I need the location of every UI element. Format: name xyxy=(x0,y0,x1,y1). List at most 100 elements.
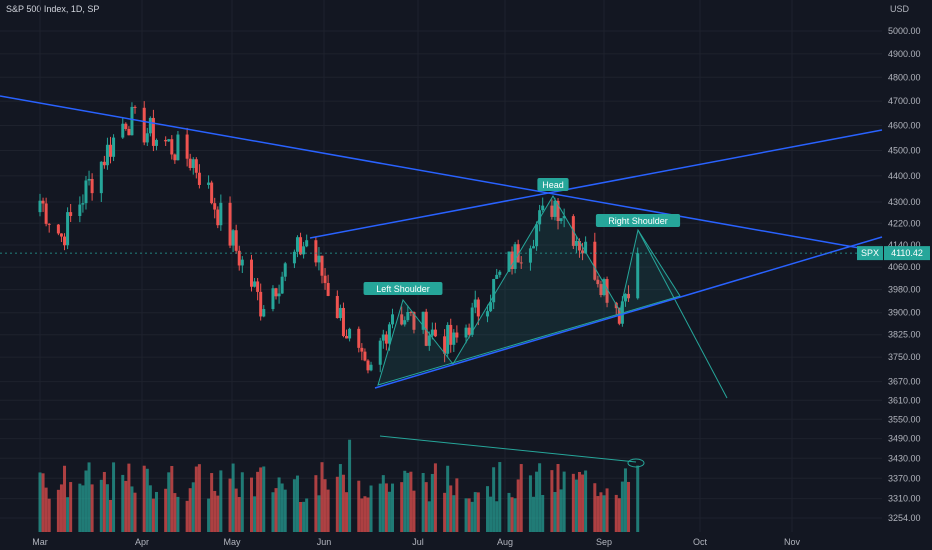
volume-bar xyxy=(87,462,91,532)
annotation-badge xyxy=(537,178,569,191)
candle-body xyxy=(623,293,627,302)
projection-line xyxy=(637,229,728,399)
volume-bar xyxy=(464,498,468,532)
candle-body xyxy=(473,299,477,308)
volume-bar xyxy=(449,485,453,532)
annotation-badge xyxy=(363,282,443,295)
volume-bar xyxy=(41,473,45,532)
volume-bar xyxy=(78,483,82,532)
volume-bar xyxy=(421,473,425,532)
volume-bar xyxy=(620,481,624,532)
candle-body xyxy=(38,200,42,213)
time-tick-label: Sep xyxy=(596,537,612,547)
currency-label: USD xyxy=(890,4,910,14)
time-tick-label: Jul xyxy=(412,537,424,547)
candle-body xyxy=(577,240,581,251)
price-badge xyxy=(884,246,930,261)
candle-body xyxy=(277,293,281,297)
volume-bar xyxy=(191,482,195,532)
candle-body xyxy=(550,205,554,217)
candle-body xyxy=(507,251,511,272)
candle-body xyxy=(176,134,180,161)
volume-bar xyxy=(384,483,388,532)
volume-bar xyxy=(577,471,581,532)
volume-bar xyxy=(188,488,192,532)
price-tick-label: 3430.00 xyxy=(888,453,921,463)
candle-body xyxy=(127,128,131,136)
candle-body xyxy=(492,278,496,303)
volume-bar xyxy=(274,488,278,532)
candle-body xyxy=(596,279,600,285)
volume-bar xyxy=(553,492,557,532)
volume-bar xyxy=(105,484,109,532)
upper-channel-line xyxy=(309,129,883,239)
volume-bar xyxy=(617,498,621,532)
volume-bar xyxy=(532,496,535,532)
volume-bar xyxy=(207,498,211,532)
volume-bar xyxy=(299,501,303,532)
volume-bar xyxy=(605,488,609,532)
volume-bar xyxy=(109,499,112,532)
candle-body xyxy=(636,253,640,299)
time-tick-label: Apr xyxy=(135,537,149,547)
candle-body xyxy=(63,236,67,246)
candle-body xyxy=(188,158,192,168)
candle-body xyxy=(216,209,220,226)
candle-body xyxy=(403,320,407,325)
annotation-label: Left Shoulder xyxy=(376,284,430,294)
candle-body xyxy=(102,161,106,166)
volume-bar xyxy=(210,473,214,532)
candle-body xyxy=(283,263,287,277)
volume-bar xyxy=(492,467,496,532)
volume-bar xyxy=(234,488,238,532)
volume-bar xyxy=(406,472,410,532)
candle-body xyxy=(412,312,416,330)
price-tick-label: 3900.00 xyxy=(888,308,921,318)
candle-body xyxy=(421,311,425,330)
candle-body xyxy=(191,159,195,168)
volume-bar xyxy=(277,477,281,532)
volume-bar xyxy=(574,479,578,532)
volume-bar xyxy=(240,472,244,532)
volume-bar xyxy=(409,471,413,532)
time-tick-label: May xyxy=(223,537,241,547)
volume-bar xyxy=(130,486,134,532)
volume-bar xyxy=(602,495,606,532)
candle-body xyxy=(476,299,480,317)
candle-body xyxy=(237,250,241,266)
chart-title: S&P 500 Index, 1D, SP xyxy=(6,4,100,14)
candle-body xyxy=(259,291,263,317)
volume-bar xyxy=(528,475,532,532)
volume-bar xyxy=(400,482,404,532)
candle-body xyxy=(320,255,324,276)
price-tick-label: 3254.00 xyxy=(888,513,921,523)
volume-bar xyxy=(250,477,253,532)
candle-body xyxy=(145,133,149,143)
volume-bar xyxy=(559,489,563,532)
price-axis: 5000.00 4900.00 4800.00 4700.00 4600.00 4500.… xyxy=(888,26,921,523)
volume-bar xyxy=(495,501,499,532)
volume-bar xyxy=(44,487,48,532)
price-tick-label: 4140.00 xyxy=(888,240,921,250)
volume-bar xyxy=(280,483,284,532)
volume-bar xyxy=(314,475,318,532)
candle-body xyxy=(599,284,603,296)
candle-body xyxy=(345,335,349,339)
volume-bar xyxy=(102,471,106,532)
candle-body xyxy=(81,203,85,205)
candle-body xyxy=(360,347,364,352)
candle-body xyxy=(464,327,468,338)
volume-bar xyxy=(498,462,502,532)
candle-body xyxy=(427,335,431,346)
volume-bar xyxy=(433,463,437,532)
volume-bar xyxy=(148,485,152,532)
candle-body xyxy=(173,154,177,161)
candle-body xyxy=(510,251,514,269)
volume-bar xyxy=(216,495,220,532)
candle-body xyxy=(295,237,299,252)
time-tick-label: Jun xyxy=(317,537,332,547)
neckline xyxy=(374,236,883,389)
candle-body xyxy=(207,182,211,185)
candle-body xyxy=(553,200,557,217)
